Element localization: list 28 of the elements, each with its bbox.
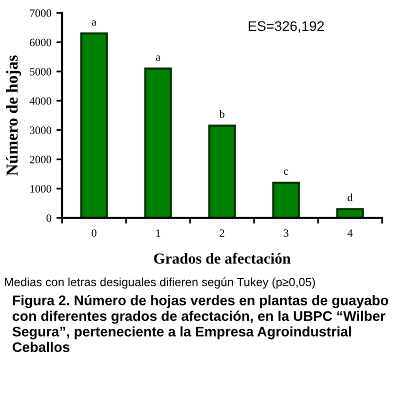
bar [80, 32, 108, 218]
y-tick-label: 3000 [30, 126, 52, 134]
text: Figura 2. Número de hojas verdes en plantas de guayabo con diferentes grados de afectación, en la UBPC “Wilber Segura”, perteneciente a la Empresa Agroindustrial Ceballos [12, 295, 388, 352]
x-axis-title: Grados de afectación [154, 252, 291, 264]
bar [272, 182, 300, 218]
bar [144, 68, 172, 218]
y-tick-label: 0 [46, 214, 52, 222]
x-tick-label: 4 [347, 229, 353, 237]
annotation: d [348, 193, 353, 202]
y-tick-label: 4000 [30, 97, 52, 105]
y-tick-label: 6000 [30, 38, 52, 46]
annotation: a [156, 55, 160, 61]
annotation: b [219, 110, 224, 118]
y-tick-label: 1000 [30, 185, 52, 193]
x-tick-label: 0 [92, 229, 96, 237]
x-tick-label: 2 [220, 229, 224, 237]
annotation: c [284, 170, 288, 175]
text: Medias con letras desiguales difieren según Tukey (p≥0,05) [5, 277, 315, 289]
x-tick-label: 1 [156, 229, 160, 237]
annotation: ES=326,192 [248, 21, 324, 33]
bar [208, 124, 236, 218]
y-tick-label: 2000 [30, 156, 52, 164]
x-tick-label: 3 [284, 229, 288, 237]
bar [336, 208, 364, 218]
annotation: a [92, 20, 96, 26]
y-axis-title: Número de hojas [6, 55, 22, 176]
y-tick-label: 7000 [30, 9, 52, 17]
y-tick-label: 5000 [30, 68, 52, 76]
